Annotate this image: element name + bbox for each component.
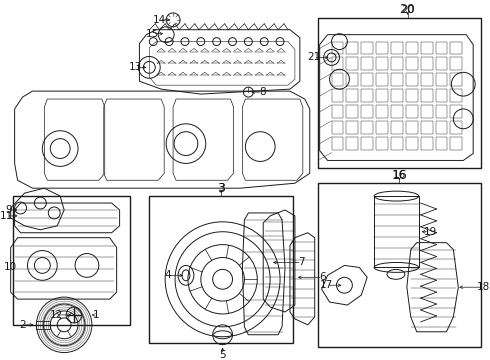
Text: 3: 3 (217, 182, 225, 195)
Bar (376, 42, 388, 54)
Bar (436, 73, 447, 86)
Bar (318, 183, 481, 347)
Bar (332, 105, 343, 118)
Bar (406, 105, 417, 118)
Bar (332, 42, 343, 54)
Bar (421, 105, 433, 118)
Bar (450, 105, 462, 118)
Bar (436, 121, 447, 134)
Bar (376, 89, 388, 102)
Text: 17: 17 (320, 280, 333, 290)
Bar (421, 137, 433, 149)
Text: 18: 18 (476, 282, 490, 292)
Text: 16: 16 (392, 169, 407, 182)
Bar (376, 137, 388, 149)
Text: 7: 7 (298, 257, 305, 267)
Text: 9: 9 (5, 205, 12, 215)
Bar (391, 137, 403, 149)
Bar (391, 58, 403, 70)
Bar (376, 73, 388, 86)
Bar (450, 137, 462, 149)
Text: 20: 20 (400, 3, 416, 17)
Bar (436, 105, 447, 118)
Bar (406, 137, 417, 149)
Bar (421, 42, 433, 54)
Bar (346, 58, 358, 70)
Bar (391, 73, 403, 86)
Bar (332, 121, 343, 134)
Bar (421, 73, 433, 86)
Bar (421, 89, 433, 102)
Bar (361, 121, 373, 134)
Bar (421, 58, 433, 70)
Bar (318, 18, 481, 168)
Bar (361, 58, 373, 70)
Text: 4: 4 (165, 270, 172, 280)
Bar (346, 42, 358, 54)
Bar (436, 42, 447, 54)
Bar (346, 121, 358, 134)
Text: 2: 2 (19, 320, 26, 330)
Text: 19: 19 (424, 227, 437, 237)
Text: 15: 15 (146, 29, 159, 39)
Bar (406, 73, 417, 86)
Text: 12: 12 (49, 310, 63, 320)
Bar (361, 137, 373, 149)
Bar (376, 58, 388, 70)
Bar (450, 42, 462, 54)
Bar (406, 58, 417, 70)
Bar (436, 89, 447, 102)
Bar (450, 58, 462, 70)
Bar (376, 105, 388, 118)
Text: 3: 3 (218, 183, 224, 193)
Bar (450, 121, 462, 134)
Bar (406, 121, 417, 134)
Bar (421, 121, 433, 134)
Text: 6: 6 (319, 272, 326, 282)
Bar (332, 89, 343, 102)
Bar (332, 137, 343, 149)
Bar (361, 73, 373, 86)
Bar (332, 73, 343, 86)
Bar (361, 105, 373, 118)
Bar (346, 73, 358, 86)
Bar (346, 137, 358, 149)
Bar (332, 58, 343, 70)
Bar (436, 137, 447, 149)
Bar (406, 89, 417, 102)
Text: 1: 1 (93, 310, 99, 320)
Text: 21: 21 (307, 53, 320, 62)
Bar (436, 58, 447, 70)
Bar (391, 42, 403, 54)
Bar (13, 196, 129, 325)
Bar (346, 89, 358, 102)
Text: 10: 10 (4, 262, 17, 273)
Text: 8: 8 (259, 87, 266, 97)
Text: 16: 16 (393, 170, 406, 180)
Text: 13: 13 (129, 62, 142, 72)
Bar (149, 196, 293, 343)
Text: 14: 14 (152, 15, 166, 25)
Text: 11: 11 (0, 211, 13, 221)
Bar (361, 42, 373, 54)
Bar (346, 105, 358, 118)
Bar (36, 321, 50, 329)
Text: 5: 5 (220, 350, 226, 360)
Bar (450, 89, 462, 102)
Bar (450, 73, 462, 86)
Bar (391, 121, 403, 134)
Bar (406, 42, 417, 54)
Bar (376, 121, 388, 134)
Text: 20: 20 (401, 5, 414, 15)
Bar (391, 105, 403, 118)
Bar (391, 89, 403, 102)
Bar (374, 196, 418, 267)
Bar (361, 89, 373, 102)
